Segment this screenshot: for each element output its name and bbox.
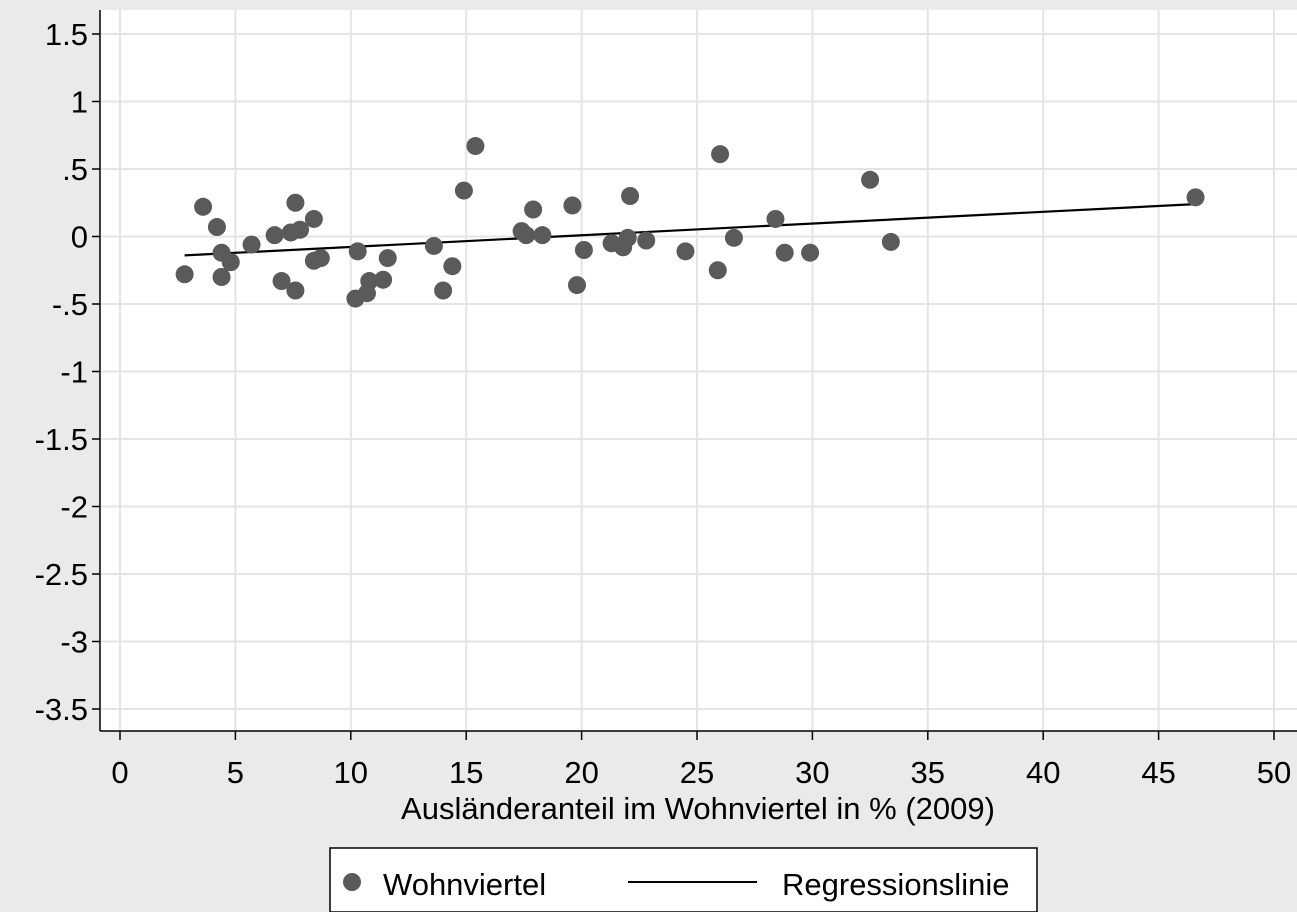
scatter-point: [517, 226, 536, 245]
scatter-point: [533, 226, 552, 245]
x-tick-label: 25: [680, 755, 714, 790]
x-tick-label: 45: [1141, 755, 1175, 790]
scatter-point: [286, 193, 305, 212]
scatter-point: [775, 243, 794, 262]
legend-marker-icon: [343, 873, 361, 891]
y-tick-label: -.5: [52, 287, 88, 322]
y-tick-label: 0: [71, 220, 88, 255]
scatter-point: [563, 196, 582, 215]
scatter-point: [708, 261, 727, 280]
axes: [99, 10, 1297, 732]
scatter-point: [524, 200, 543, 219]
scatter-point: [286, 281, 305, 300]
scatter-point: [424, 236, 443, 255]
scatter-point: [348, 242, 367, 261]
y-tick-label: 1.5: [45, 17, 88, 52]
scatter-point: [454, 181, 473, 200]
scatter-point: [207, 218, 226, 237]
x-tick-label: 10: [334, 755, 368, 790]
y-tick-label: .5: [62, 152, 88, 187]
scatter-point: [175, 265, 194, 284]
x-tick-label: 20: [564, 755, 598, 790]
y-tick-label: 1: [71, 85, 88, 120]
scatter-point: [1186, 188, 1205, 207]
scatter-point: [304, 209, 323, 228]
x-axis-label: Ausländeranteil im Wohnviertel in % (200…: [401, 791, 995, 826]
scatter-point: [212, 268, 231, 286]
scatter-point: [265, 226, 284, 245]
legend-label-wohnviertel: Wohnviertel: [383, 867, 546, 902]
scatter-point: [724, 228, 743, 247]
y-tick-label: -1: [60, 355, 88, 390]
scatter-point: [637, 231, 656, 250]
y-tick-label: -1.5: [35, 422, 88, 457]
scatter-point: [676, 242, 695, 261]
x-tick-label: 15: [449, 755, 483, 790]
x-tick-label: 0: [111, 755, 128, 790]
scatter-point: [311, 249, 330, 268]
scatter-point: [272, 272, 291, 291]
grid-lines: [101, 10, 1297, 730]
x-axis-ticks: 0 5 10 15 20 25 30 35 40 45 50: [111, 731, 1291, 790]
x-tick-label: 50: [1257, 755, 1291, 790]
x-tick-label: 30: [795, 755, 829, 790]
legend-box: [329, 847, 1038, 912]
scatter-point: [194, 197, 213, 216]
x-tick-label: 5: [227, 755, 244, 790]
y-tick-label: -2.5: [35, 557, 88, 592]
scatter-point: [242, 235, 261, 254]
scatter-point: [801, 243, 820, 262]
legend-label-regressionslinie: Regressionslinie: [782, 867, 1009, 902]
scatter-point: [374, 270, 393, 289]
scatter-point: [618, 228, 637, 247]
scatter-point: [567, 276, 586, 295]
legend: Wohnviertel Regressionslinie: [329, 847, 1038, 912]
y-tick-label: -3.5: [35, 692, 88, 727]
scatter-point: [434, 281, 453, 300]
scatter-points: [175, 137, 1205, 308]
y-tick-label: -2: [60, 490, 88, 525]
scatter-point: [621, 187, 640, 205]
scatter-point: [711, 145, 730, 164]
scatter-point: [574, 241, 593, 259]
scatter-point: [881, 232, 900, 251]
scatter-point: [378, 249, 397, 268]
scatter-point: [766, 209, 785, 228]
scatter-point: [291, 220, 310, 239]
x-tick-label: 35: [911, 755, 945, 790]
y-axis-ticks: 1.51.50-.5-1-1.5-2-2.5-3-3.5: [35, 17, 100, 727]
scatter-point: [443, 257, 462, 276]
y-tick-label: -3: [60, 625, 88, 660]
x-tick-label: 40: [1026, 755, 1060, 790]
scatter-point: [861, 170, 880, 189]
scatter-point: [360, 272, 379, 291]
scatter-point: [466, 137, 485, 156]
scatter-point: [221, 253, 240, 272]
